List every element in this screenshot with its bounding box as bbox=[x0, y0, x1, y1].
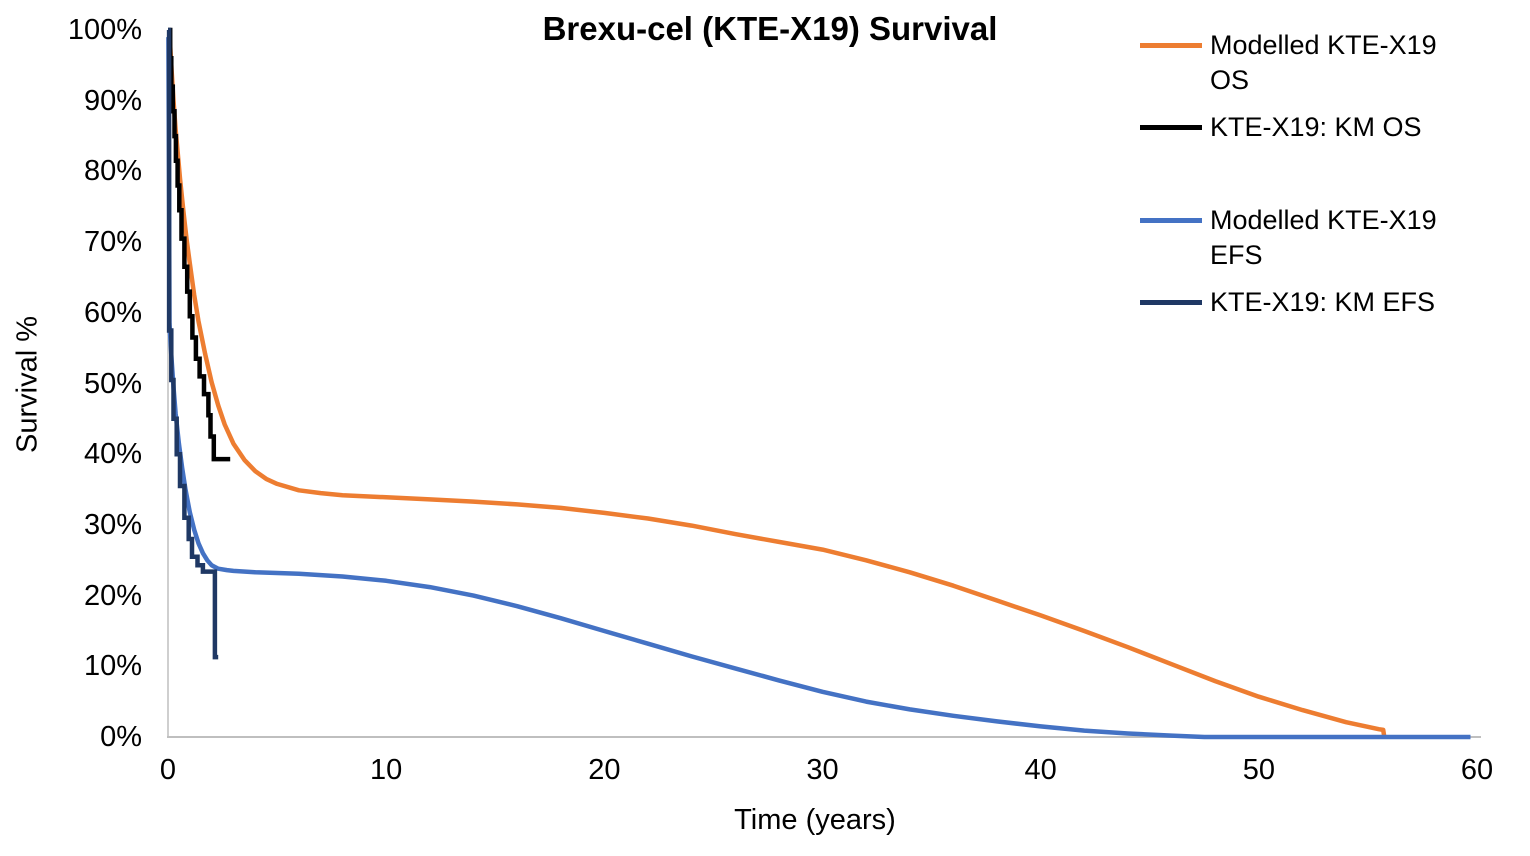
series-line-kte-x19-km-efs bbox=[166, 27, 219, 660]
legend-item-modelled-efs: Modelled KTE-X19 EFS bbox=[1140, 203, 1526, 273]
x-tick-label-50: 50 bbox=[1242, 754, 1275, 786]
y-tick-label-100: 100% bbox=[67, 14, 142, 46]
x-axis-title: Time (years) bbox=[734, 804, 896, 836]
legend-label-modelled-os: Modelled KTE-X19 OS bbox=[1210, 30, 1437, 95]
series-line-kte-x19-km-os bbox=[167, 27, 231, 462]
y-tick-label-20: 20% bbox=[83, 579, 142, 612]
legend-item-km-efs: KTE-X19: KM EFS bbox=[1140, 285, 1526, 320]
y-tick-label-10: 10% bbox=[83, 650, 142, 683]
y-tick-label-90: 90% bbox=[83, 84, 142, 117]
legend-item-km-os: KTE-X19: KM OS bbox=[1140, 110, 1526, 145]
chart-title: Brexu-cel (KTE-X19) Survival bbox=[542, 10, 998, 47]
legend-label-modelled-efs: Modelled KTE-X19 EFS bbox=[1210, 205, 1437, 270]
y-tick-label-80: 80% bbox=[83, 155, 142, 188]
x-tick-label-40: 40 bbox=[1024, 754, 1057, 786]
x-tick-label-0: 0 bbox=[159, 754, 177, 786]
legend: Modelled KTE-X19 OS KTE-X19: KM OS Model… bbox=[1140, 28, 1526, 332]
x-tick-label-30: 30 bbox=[806, 754, 839, 786]
modelled-os-line-swatch bbox=[1140, 43, 1202, 48]
x-tick-label-20: 20 bbox=[588, 754, 621, 786]
x-tick-label-60: 60 bbox=[1460, 754, 1494, 786]
legend-item-modelled-os: Modelled KTE-X19 OS bbox=[1140, 28, 1526, 98]
modelled-efs-line-swatch bbox=[1140, 218, 1202, 223]
km-efs-line-swatch bbox=[1140, 300, 1202, 305]
y-tick-label-0: 0% bbox=[100, 721, 142, 753]
km-os-line-swatch bbox=[1140, 125, 1202, 130]
y-tick-label-30: 30% bbox=[83, 508, 142, 541]
legend-label-km-efs: KTE-X19: KM EFS bbox=[1210, 287, 1436, 317]
y-tick-label-60: 60% bbox=[83, 296, 142, 329]
y-tick-label-40: 40% bbox=[83, 438, 142, 471]
series-line-modelled-kte-x19-os bbox=[167, 36, 1387, 738]
y-tick-label-50: 50% bbox=[83, 367, 142, 400]
y-tick-label-70: 70% bbox=[83, 226, 142, 259]
x-tick-label-10: 10 bbox=[370, 754, 403, 786]
legend-label-km-os: KTE-X19: KM OS bbox=[1210, 112, 1422, 142]
